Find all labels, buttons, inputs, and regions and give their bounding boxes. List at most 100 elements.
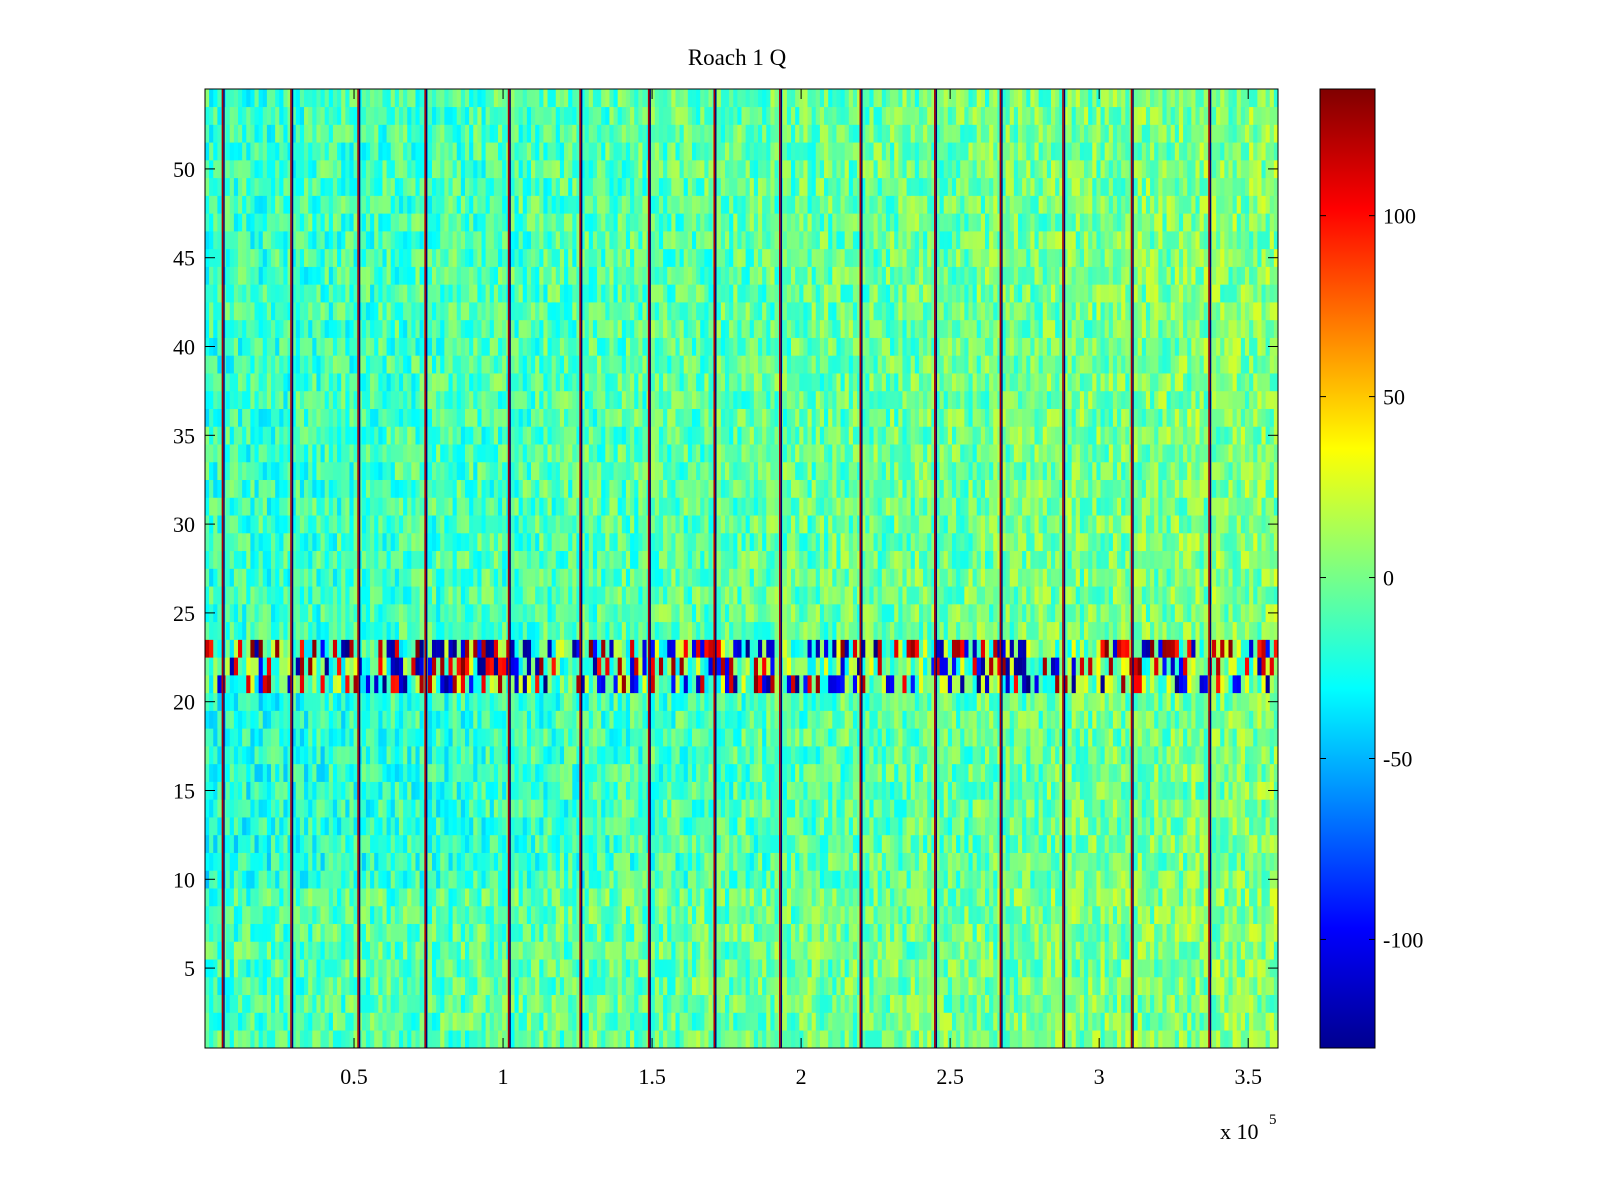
heatmap-cell [1018, 763, 1023, 782]
heatmap-cell [1026, 852, 1031, 871]
heatmap-cell [1183, 941, 1188, 960]
heatmap-cell [502, 834, 507, 853]
heatmap-cell [1162, 870, 1167, 889]
heatmap-cell [229, 1030, 235, 1049]
heatmap-cell [1042, 728, 1048, 747]
heatmap-cell [559, 799, 565, 818]
heatmap-cell [353, 994, 358, 1013]
heatmap-cell [337, 728, 342, 747]
heatmap-cell [539, 1012, 544, 1031]
heatmap-cell [1067, 976, 1072, 996]
heatmap-cell [791, 781, 796, 800]
heatmap-cell [378, 692, 383, 711]
heatmap-cell [791, 1012, 796, 1031]
heatmap-cell [1100, 746, 1105, 765]
heatmap-cell [1108, 781, 1114, 800]
heatmap-cell [696, 817, 701, 836]
heatmap-cell [456, 763, 462, 782]
heatmap-cell [1088, 905, 1093, 924]
heatmap-cell [679, 746, 685, 765]
heatmap-cell [539, 959, 544, 978]
heatmap-cell [1203, 746, 1209, 765]
heatmap-cell [316, 728, 321, 747]
heatmap-cell [370, 923, 375, 942]
heatmap-cell [460, 959, 466, 978]
heatmap-cell [729, 994, 734, 1013]
heatmap-cell [403, 905, 408, 924]
heatmap-cell [312, 710, 317, 729]
heatmap-cell [370, 692, 375, 711]
heatmap-cell [865, 994, 870, 1013]
heatmap-cell [972, 888, 978, 907]
heatmap-cell [1067, 834, 1072, 853]
heatmap-cell [811, 888, 817, 907]
heatmap-cell [869, 976, 874, 996]
heatmap-cell [287, 905, 292, 924]
heatmap-cell [861, 852, 866, 871]
heatmap-cell [964, 728, 969, 747]
heatmap-cell [365, 959, 371, 978]
heatmap-cell [353, 781, 358, 800]
heatmap-cell [976, 994, 982, 1013]
heatmap-cell [745, 1030, 751, 1049]
heatmap-cell [696, 976, 701, 996]
heatmap-cell [407, 976, 412, 996]
heatmap-cell [1042, 941, 1048, 960]
heatmap-cell [489, 941, 495, 960]
heatmap-cell [663, 728, 668, 747]
heatmap-cell [753, 976, 759, 996]
heatmap-cell [304, 1012, 309, 1031]
heatmap-cell [828, 763, 833, 782]
heatmap-cell [766, 905, 771, 924]
heatmap-cell [535, 888, 540, 907]
heatmap-cell [1005, 763, 1011, 782]
heatmap-cell [906, 799, 912, 818]
heatmap-cell [1261, 746, 1266, 765]
heatmap-cell [1253, 1030, 1258, 1049]
heatmap-cell [1216, 941, 1221, 960]
heatmap-cell [345, 941, 350, 960]
heatmap-cell [378, 763, 383, 782]
heatmap-cell [217, 994, 222, 1013]
heatmap-cell [650, 817, 656, 836]
heatmap-cell [609, 941, 614, 960]
heatmap-cell [485, 852, 491, 871]
heatmap-cell [320, 870, 325, 889]
heatmap-cell [287, 799, 292, 818]
heatmap-cell [378, 1012, 383, 1031]
heatmap-cell [758, 834, 763, 853]
heatmap-cell [242, 834, 247, 853]
heatmap-cell [1001, 994, 1006, 1013]
heatmap-cell [993, 834, 998, 853]
heatmap-cell [811, 763, 817, 782]
heatmap-cell [625, 1012, 631, 1031]
heatmap-cell [984, 923, 990, 942]
heatmap-cell [1240, 728, 1246, 747]
heatmap-cell [782, 781, 788, 800]
heatmap-cell [469, 941, 474, 960]
heatmap-cell [939, 710, 945, 729]
heatmap-cell [225, 994, 231, 1013]
heatmap-cell [890, 888, 895, 907]
heatmap-cell [225, 799, 231, 818]
heatmap-cell [729, 781, 734, 800]
heatmap-cell [436, 905, 441, 924]
heatmap-cell [1253, 976, 1258, 996]
heatmap-cell [898, 852, 903, 871]
heatmap-cell [1195, 817, 1200, 836]
heatmap-cell [473, 781, 478, 800]
heatmap-cell [898, 905, 903, 924]
heatmap-cell [535, 905, 540, 924]
heatmap-cell [1249, 976, 1254, 996]
heatmap-cell [312, 728, 317, 747]
heatmap-cell [473, 834, 478, 853]
heatmap-cell [1216, 746, 1221, 765]
heatmap-cell [514, 1030, 519, 1049]
heatmap-cell [774, 710, 779, 729]
heatmap-cell [233, 781, 239, 800]
heatmap-cell [1084, 941, 1089, 960]
heatmap-cell [1084, 959, 1089, 978]
heatmap-cell [1079, 763, 1085, 782]
heatmap-cell [279, 994, 284, 1013]
heatmap-cell [749, 781, 755, 800]
